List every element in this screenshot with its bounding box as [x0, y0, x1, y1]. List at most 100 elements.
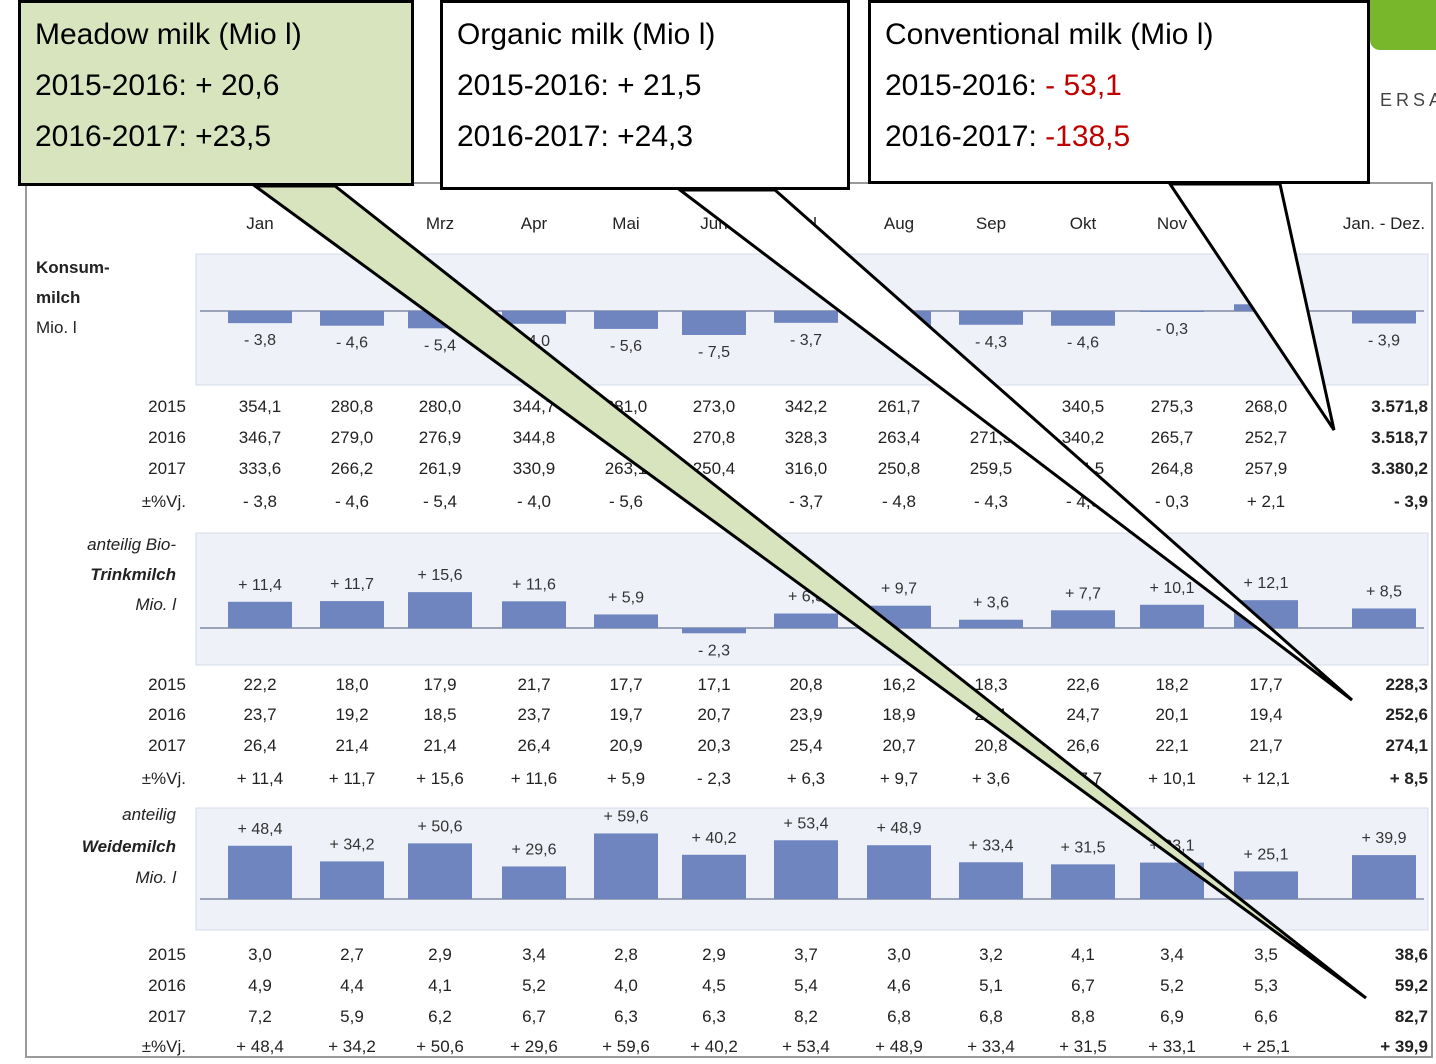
month-header: Sep — [976, 214, 1006, 233]
bar-value-label: + 39,9 — [1362, 830, 1407, 847]
month-header: Okt — [1070, 214, 1097, 233]
table-total-cell: + 8,5 — [1390, 769, 1428, 788]
table-cell: 5,9 — [340, 1007, 364, 1026]
bar — [1140, 311, 1204, 312]
table-cell: 4,4 — [340, 976, 364, 995]
table-cell: 26,6 — [1066, 736, 1099, 755]
table-cell: - 4,6 — [335, 492, 369, 511]
table-cell: + 9,7 — [880, 769, 918, 788]
table-total-cell: 228,3 — [1385, 675, 1428, 694]
bar — [228, 601, 292, 628]
table-cell: 18,0 — [335, 675, 368, 694]
table-cell: 20,7 — [697, 705, 730, 724]
bar-value-label: + 59,6 — [604, 808, 649, 825]
bar — [228, 845, 292, 899]
bar — [774, 840, 838, 899]
table-cell: 19,4 — [1249, 705, 1282, 724]
bar — [682, 311, 746, 335]
bar — [867, 845, 931, 899]
bar — [320, 861, 384, 899]
table-cell: 26,4 — [517, 736, 550, 755]
table-cell: 23,7 — [517, 705, 550, 724]
table-cell: + 53,4 — [782, 1037, 830, 1056]
table-cell: 20,3 — [697, 736, 730, 755]
table-cell: 5,3 — [1254, 976, 1278, 995]
table-cell: 340,2 — [1062, 428, 1105, 447]
table-cell: 3,7 — [794, 945, 818, 964]
callout-meadow-milk: Meadow milk (Mio l) 2015-2016: + 20,6 20… — [18, 0, 414, 186]
table-cell: 5,2 — [1160, 976, 1184, 995]
table-cell: 276,9 — [419, 428, 462, 447]
table-row-label: 2016 — [148, 976, 186, 995]
table-total-cell: 3.380,2 — [1371, 459, 1428, 478]
bar — [502, 601, 566, 628]
table-cell: 19,7 — [609, 705, 642, 724]
table-cell: 8,8 — [1071, 1007, 1095, 1026]
table-cell: 23,7 — [243, 705, 276, 724]
table-cell: 261,7 — [878, 397, 921, 416]
bar — [502, 866, 566, 899]
table-cell: 25,4 — [789, 736, 822, 755]
table-cell: 6,8 — [887, 1007, 911, 1026]
table-cell: 18,5 — [423, 705, 456, 724]
bar-value-label: + 25,1 — [1244, 846, 1289, 863]
bar-value-label: + 3,6 — [973, 595, 1009, 612]
table-cell: 250,8 — [878, 459, 921, 478]
table-cell: - 4,8 — [882, 492, 916, 511]
table-cell: 5,4 — [794, 976, 818, 995]
callout-line: 2015-2016: + 21,5 — [457, 60, 833, 111]
table-cell: 268,0 — [1245, 397, 1288, 416]
table-row-label: 2016 — [148, 705, 186, 724]
table-cell: + 2,1 — [1247, 492, 1285, 511]
bar — [320, 601, 384, 628]
callout-pointer-conventional — [1167, 182, 1336, 431]
table-cell: + 11,7 — [329, 769, 375, 788]
bar-value-label: - 4,6 — [1067, 335, 1099, 352]
table-cell: 6,7 — [522, 1007, 546, 1026]
bar-value-label: - 5,4 — [424, 337, 456, 354]
table-cell: - 3,7 — [789, 492, 823, 511]
table-cell: - 5,6 — [609, 492, 643, 511]
table-cell: - 3,8 — [243, 492, 277, 511]
table-cell: + 48,4 — [236, 1037, 284, 1056]
table-cell: 4,6 — [887, 976, 911, 995]
table-total-cell: 3.518,7 — [1371, 428, 1428, 447]
bar-value-label: + 11,4 — [238, 577, 282, 594]
month-header: Mai — [612, 214, 639, 233]
table-cell: 261,9 — [419, 459, 462, 478]
callout-period: 2015-2016: — [35, 69, 196, 102]
table-cell: + 25,1 — [1242, 1037, 1290, 1056]
callout-period: 2016-2017: — [457, 120, 618, 153]
callout-value: - 53,1 — [1045, 69, 1122, 102]
table-cell: 280,8 — [331, 397, 374, 416]
callout-conventional-milk: Conventional milk (Mio l) 2015-2016: - 5… — [868, 0, 1370, 184]
table-cell: 18,2 — [1155, 675, 1188, 694]
table-cell: + 11,6 — [511, 769, 557, 788]
table-cell: 20,1 — [1155, 705, 1188, 724]
table-cell: 5,1 — [979, 976, 1003, 995]
table-cell: 17,1 — [697, 675, 730, 694]
bar — [408, 592, 472, 628]
bar-value-label: - 3,9 — [1368, 332, 1400, 349]
month-header: Apr — [521, 214, 548, 233]
callout-period: 2015-2016: — [457, 69, 618, 102]
bar-value-label: + 31,5 — [1061, 839, 1106, 856]
panel-label: milch — [36, 288, 80, 307]
callout-title: Conventional milk (Mio l) — [885, 18, 1214, 51]
bar — [502, 311, 566, 324]
table-cell: + 5,9 — [607, 769, 645, 788]
callout-value: + 21,5 — [617, 69, 702, 102]
bar-value-label: - 4,3 — [975, 334, 1007, 351]
table-cell: 22,2 — [243, 675, 276, 694]
table-cell: 344,7 — [513, 397, 556, 416]
month-header: Mrz — [426, 214, 454, 233]
callout-title: Meadow milk (Mio l) — [35, 18, 302, 51]
bar-value-label: + 29,6 — [512, 841, 557, 858]
table-cell: 257,9 — [1245, 459, 1288, 478]
table-row-label: 2015 — [148, 675, 186, 694]
table-cell: + 10,1 — [1148, 769, 1196, 788]
table-row-label: 2015 — [148, 945, 186, 964]
callout-pointer-meadow — [250, 184, 1367, 1000]
table-cell: 328,3 — [785, 428, 828, 447]
bar — [1140, 604, 1204, 628]
